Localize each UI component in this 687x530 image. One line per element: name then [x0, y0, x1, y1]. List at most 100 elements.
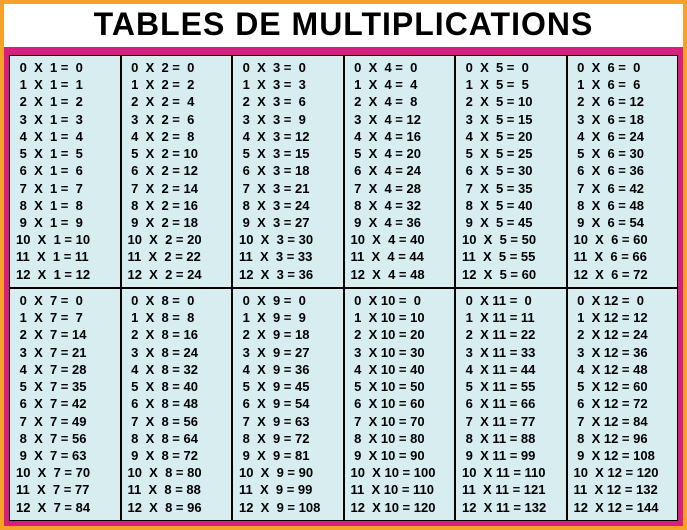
- table-block-11: 0 X 11 = 0 1 X 11 = 11 2 X 11 = 22 3 X 1…: [455, 288, 567, 521]
- table-block-12: 0 X 12 = 0 1 X 12 = 12 2 X 12 = 24 3 X 1…: [567, 288, 679, 521]
- table-row: 1 X 6 = 6: [574, 77, 676, 93]
- table-row: 6 X 8 = 48: [128, 396, 230, 412]
- table-row: 4 X 8 = 32: [128, 362, 230, 378]
- table-row: 7 X 7 = 49: [16, 414, 118, 430]
- table-row: 8 X 4 = 32: [351, 198, 453, 214]
- table-row: 5 X 11 = 55: [462, 379, 564, 395]
- table-block-10: 0 X 10 = 0 1 X 10 = 10 2 X 10 = 20 3 X 1…: [344, 288, 456, 521]
- table-row: 8 X 7 = 56: [16, 431, 118, 447]
- table-row: 3 X 8 = 24: [128, 345, 230, 361]
- table-row: 8 X 11 = 88: [462, 431, 564, 447]
- table-row: 0 X 11 = 0: [462, 293, 564, 309]
- table-row: 12 X 2 = 24: [128, 267, 230, 283]
- table-row: 11 X 4 = 44: [351, 249, 453, 265]
- table-row: 8 X 6 = 48: [574, 198, 676, 214]
- table-row: 12 X 12 = 144: [574, 500, 676, 516]
- poster-outer: TABLES DE MULTIPLICATIONS 0 X 1 = 0 1 X …: [0, 0, 687, 530]
- table-row: 7 X 1 = 7: [16, 181, 118, 197]
- table-row: 3 X 4 = 12: [351, 112, 453, 128]
- table-row: 0 X 9 = 0: [239, 293, 341, 309]
- table-row: 2 X 12 = 24: [574, 327, 676, 343]
- table-row: 11 X 11 = 121: [462, 482, 564, 498]
- table-row: 0 X 5 = 0: [462, 60, 564, 76]
- table-row: 2 X 10 = 20: [351, 327, 453, 343]
- table-row: 11 X 7 = 77: [16, 482, 118, 498]
- table-row: 9 X 11 = 99: [462, 448, 564, 464]
- table-row: 11 X 3 = 33: [239, 249, 341, 265]
- table-row: 5 X 3 = 15: [239, 146, 341, 162]
- table-row: 9 X 10 = 90: [351, 448, 453, 464]
- table-row: 4 X 5 = 20: [462, 129, 564, 145]
- table-row: 3 X 5 = 15: [462, 112, 564, 128]
- table-row: 1 X 8 = 8: [128, 310, 230, 326]
- table-block-7: 0 X 7 = 0 1 X 7 = 7 2 X 7 = 14 3 X 7 = 2…: [9, 288, 121, 521]
- table-row: 1 X 2 = 2: [128, 77, 230, 93]
- table-row: 8 X 12 = 96: [574, 431, 676, 447]
- table-row: 6 X 7 = 42: [16, 396, 118, 412]
- table-row: 8 X 10 = 80: [351, 431, 453, 447]
- table-row: 1 X 12 = 12: [574, 310, 676, 326]
- table-row: 5 X 12 = 60: [574, 379, 676, 395]
- table-row: 1 X 11 = 11: [462, 310, 564, 326]
- table-row: 9 X 2 = 18: [128, 215, 230, 231]
- table-row: 6 X 10 = 60: [351, 396, 453, 412]
- table-row: 0 X 8 = 0: [128, 293, 230, 309]
- table-row: 5 X 2 = 10: [128, 146, 230, 162]
- table-row: 1 X 4 = 4: [351, 77, 453, 93]
- table-row: 12 X 3 = 36: [239, 267, 341, 283]
- table-row: 6 X 11 = 66: [462, 396, 564, 412]
- table-row: 12 X 6 = 72: [574, 267, 676, 283]
- table-row: 0 X 4 = 0: [351, 60, 453, 76]
- table-row: 1 X 3 = 3: [239, 77, 341, 93]
- table-row: 5 X 8 = 40: [128, 379, 230, 395]
- table-row: 9 X 5 = 45: [462, 215, 564, 231]
- table-row: 1 X 7 = 7: [16, 310, 118, 326]
- table-row: 4 X 2 = 8: [128, 129, 230, 145]
- table-block-9: 0 X 9 = 0 1 X 9 = 9 2 X 9 = 18 3 X 9 = 2…: [232, 288, 344, 521]
- table-row: 5 X 4 = 20: [351, 146, 453, 162]
- table-row: 3 X 11 = 33: [462, 345, 564, 361]
- table-block-8: 0 X 8 = 0 1 X 8 = 8 2 X 8 = 16 3 X 8 = 2…: [121, 288, 233, 521]
- table-row: 0 X 6 = 0: [574, 60, 676, 76]
- table-row: 10 X 2 = 20: [128, 232, 230, 248]
- table-row: 12 X 5 = 60: [462, 267, 564, 283]
- table-row: 3 X 2 = 6: [128, 112, 230, 128]
- table-row: 2 X 3 = 6: [239, 94, 341, 110]
- table-row: 1 X 1 = 1: [16, 77, 118, 93]
- table-row: 6 X 3 = 18: [239, 163, 341, 179]
- table-row: 2 X 1 = 2: [16, 94, 118, 110]
- table-row: 7 X 8 = 56: [128, 414, 230, 430]
- table-row: 6 X 1 = 6: [16, 163, 118, 179]
- table-row: 2 X 4 = 8: [351, 94, 453, 110]
- table-row: 0 X 1 = 0: [16, 60, 118, 76]
- table-row: 2 X 9 = 18: [239, 327, 341, 343]
- table-row: 4 X 11 = 44: [462, 362, 564, 378]
- table-row: 6 X 5 = 30: [462, 163, 564, 179]
- table-block-6: 0 X 6 = 0 1 X 6 = 6 2 X 6 = 12 3 X 6 = 1…: [567, 55, 679, 288]
- table-row: 9 X 1 = 9: [16, 215, 118, 231]
- table-row: 4 X 1 = 4: [16, 129, 118, 145]
- table-row: 4 X 4 = 16: [351, 129, 453, 145]
- table-row: 7 X 6 = 42: [574, 181, 676, 197]
- table-row: 10 X 6 = 60: [574, 232, 676, 248]
- table-row: 12 X 9 = 108: [239, 500, 341, 516]
- table-row: 3 X 10 = 30: [351, 345, 453, 361]
- table-row: 8 X 8 = 64: [128, 431, 230, 447]
- table-row: 7 X 5 = 35: [462, 181, 564, 197]
- table-row: 10 X 7 = 70: [16, 465, 118, 481]
- table-row: 4 X 10 = 40: [351, 362, 453, 378]
- table-row: 11 X 8 = 88: [128, 482, 230, 498]
- table-row: 12 X 7 = 84: [16, 500, 118, 516]
- table-row: 0 X 7 = 0: [16, 293, 118, 309]
- table-row: 3 X 6 = 18: [574, 112, 676, 128]
- table-row: 11 X 2 = 22: [128, 249, 230, 265]
- table-row: 8 X 3 = 24: [239, 198, 341, 214]
- page-title: TABLES DE MULTIPLICATIONS: [4, 4, 683, 50]
- table-row: 6 X 6 = 36: [574, 163, 676, 179]
- table-row: 2 X 11 = 22: [462, 327, 564, 343]
- table-row: 4 X 7 = 28: [16, 362, 118, 378]
- table-row: 10 X 9 = 90: [239, 465, 341, 481]
- table-row: 11 X 6 = 66: [574, 249, 676, 265]
- table-row: 10 X 12 = 120: [574, 465, 676, 481]
- table-row: 4 X 3 = 12: [239, 129, 341, 145]
